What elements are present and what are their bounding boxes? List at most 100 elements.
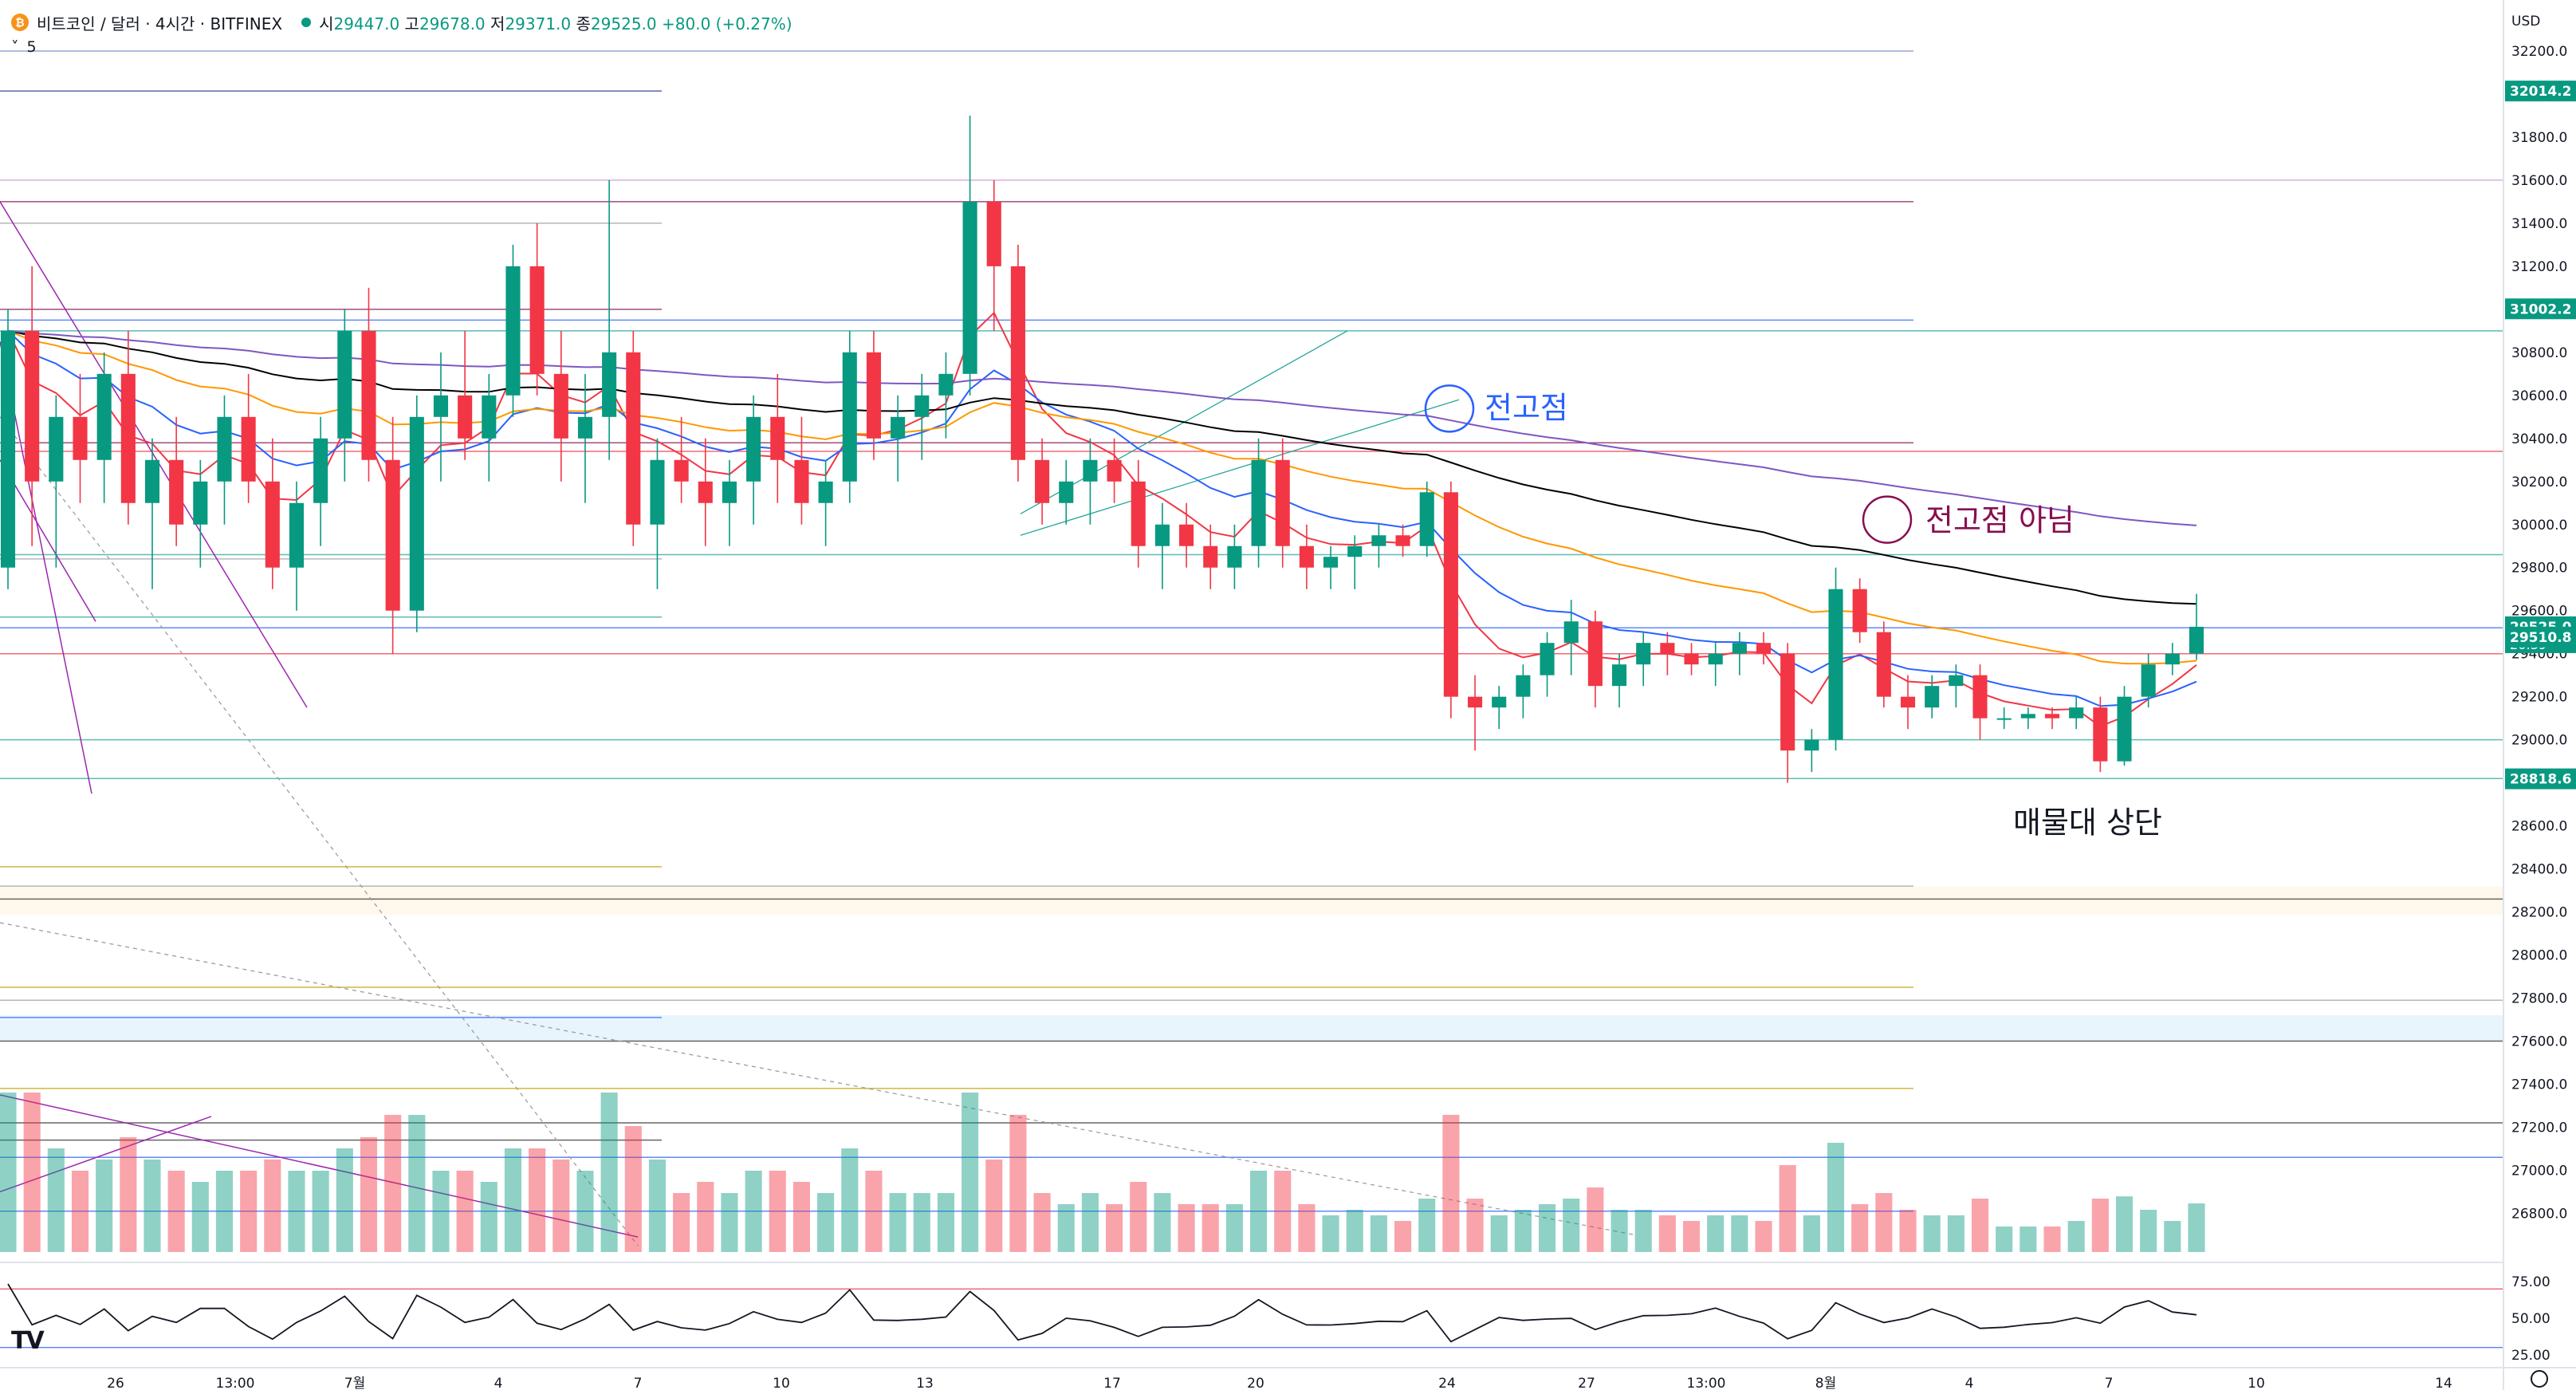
price-tick-label: 27000.0 [2511,1163,2567,1179]
trend-line [0,459,96,622]
volume-bar [1154,1193,1171,1252]
candle-body [458,395,473,439]
time-tick-label: 17 [1103,1376,1121,1390]
candle-body [1443,492,1458,697]
candle-body [1107,459,1122,482]
trend-lines [0,201,1635,1246]
candle-body [1972,675,1988,719]
candle-body [1828,589,1843,740]
price-tick-label: 31800.0 [2511,130,2567,146]
candle-body [1299,545,1314,568]
candle-body [1660,643,1675,654]
volume-bar [2020,1227,2037,1252]
tradingview-logo[interactable]: TV [11,1327,45,1355]
volume-bar [1201,1204,1219,1252]
high-value: 29678.0 [419,14,486,33]
chevron-down-icon[interactable]: ˅ [11,38,19,56]
candles[interactable] [0,115,2204,783]
volume-bar [96,1160,113,1252]
candle-body [1900,696,1916,708]
price-tick-label: 28400.0 [2511,862,2567,878]
volume-bar [1923,1215,1941,1252]
volume-bar [1057,1204,1075,1252]
volume-bar [1490,1215,1508,1252]
price-tick-label: 29600.0 [2511,604,2567,620]
close-label: 종 [576,14,591,33]
volume-bar [553,1160,570,1252]
volume-bar [1947,1215,1964,1252]
volume-bar [1009,1115,1027,1252]
price-tick-label: 30000.0 [2511,518,2567,534]
market-status-dot [301,18,312,27]
candle-body [891,416,906,439]
candle-body [265,481,280,568]
candle-body [866,352,881,439]
volume-bar [1563,1199,1580,1252]
candle-body [1708,653,1723,665]
volume-bar [1514,1210,1532,1252]
candle-body [505,266,521,396]
candle-body [409,416,424,611]
volume-bar [191,1182,209,1252]
volume-bar [889,1193,907,1252]
volume-bar [1682,1221,1701,1252]
volume-bar [432,1171,450,1252]
volume-bar [360,1137,378,1252]
price-axis[interactable]: USD32200.032000.031800.031600.031400.031… [2503,0,2576,1390]
trend-line [0,922,1635,1236]
candle-body [1035,459,1050,503]
volume-bar [1178,1204,1195,1252]
candle-body [313,438,328,503]
candle-body [1395,535,1410,546]
time-tick-label: 13 [916,1376,934,1390]
indicator-toggle[interactable]: ˅ 5 [11,38,37,56]
price-tick-label: 30800.0 [2511,345,2567,361]
time-tick-label: 4 [494,1376,503,1390]
symbol-title[interactable]: 비트코인 / 달러 · 4시간 · BITFINEX [37,14,283,33]
ema-orange-line [7,329,2197,665]
volume-bar [0,1093,17,1252]
low-label: 저 [490,14,505,33]
time-axis[interactable]: 26 13:00 7월 4 7 10 13 17 20 24 27 13:00 8월 4 7 10 14 [0,1367,2576,1390]
volume-bar [1274,1171,1292,1252]
volume-bar [2188,1203,2205,1252]
gear-icon [2531,1370,2548,1388]
volume-bar [336,1148,353,1252]
candle-body [385,459,400,611]
candle-body [1083,459,1098,482]
candle-body [2020,714,2035,719]
candle-body [1347,545,1363,557]
volume-bar [167,1171,185,1252]
candle-body [626,352,641,525]
volume-bar [1418,1199,1436,1252]
volume-bar [2043,1227,2061,1252]
volume-bar [529,1148,546,1252]
volume-bar [120,1137,137,1252]
candle-body [1636,643,1651,665]
volume-bar [1731,1215,1748,1252]
price-tick-label: 30400.0 [2511,431,2567,447]
volume-bar [817,1193,835,1252]
candle-body [577,416,593,439]
price-tick-label: 31600.0 [2511,173,2567,189]
ema-black-line [7,329,2197,605]
annotation-label: 매물대 상단 [2013,805,2162,841]
volume-bar [1466,1199,1484,1252]
candle-body [1732,643,1747,654]
volume-bar [2091,1199,2109,1252]
price-tick-label: 27800.0 [2511,991,2567,1007]
volume-bar [1081,1193,1099,1252]
candle-body [1925,686,1940,708]
candle-body [1251,459,1266,546]
time-tick-label: 7월 [344,1376,365,1390]
trend-line [0,1116,212,1193]
volume-bar [1803,1215,1820,1252]
horizontal-levels [0,50,2503,1212]
rsi-tick-label: 50.00 [2511,1311,2550,1327]
candle-body [1492,696,1507,708]
candle-body [1563,621,1579,644]
price-tick-label: 28200.0 [2511,905,2567,921]
candle-body [818,481,833,503]
candle-body [1227,545,1242,568]
